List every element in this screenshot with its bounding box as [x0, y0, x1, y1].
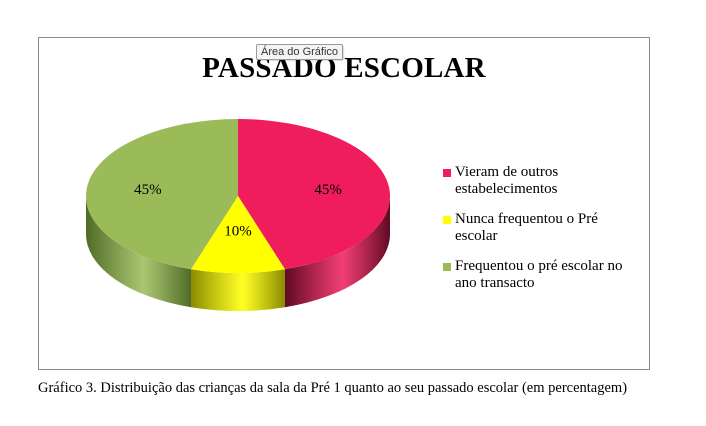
slice-data-label: 10%: [224, 224, 252, 240]
legend-label: Nunca frequentou o Pré escolar: [455, 211, 598, 244]
chart-title: PASSADO ESCOLAR: [202, 52, 486, 84]
slice-data-label: 45%: [314, 182, 342, 198]
slice-data-label: 45%: [134, 182, 162, 198]
chart-area[interactable]: PASSADO ESCOLAR Área do Gráfico 45% 10% 45…: [38, 37, 650, 370]
pie-chart[interactable]: 45% 10% 45%: [39, 38, 651, 371]
legend-swatch: [443, 263, 451, 271]
legend[interactable]: Vieram de outros estabelecimentos Nunca …: [443, 164, 643, 305]
legend-swatch: [443, 216, 451, 224]
legend-item[interactable]: Frequentou o pré escolar no ano transact…: [443, 258, 643, 292]
chart-area-tooltip: Área do Gráfico: [256, 44, 344, 60]
pie-side-wall: [86, 196, 192, 308]
pie-side-wall: [284, 196, 390, 308]
pie-side-wall: [191, 269, 285, 311]
legend-label: Vieram de outros estabelecimentos: [455, 164, 559, 197]
figure-caption: Gráfico 3. Distribuição das crianças da …: [38, 380, 628, 396]
legend-item[interactable]: Vieram de outros estabelecimentos: [443, 164, 643, 198]
legend-item[interactable]: Nunca frequentou o Pré escolar: [443, 211, 643, 245]
legend-swatch: [443, 169, 451, 177]
pie-slice[interactable]: [238, 119, 390, 270]
legend-label: Frequentou o pré escolar no ano transact…: [455, 258, 623, 291]
pie-slice[interactable]: [86, 119, 238, 270]
pie-slice[interactable]: [191, 196, 285, 273]
